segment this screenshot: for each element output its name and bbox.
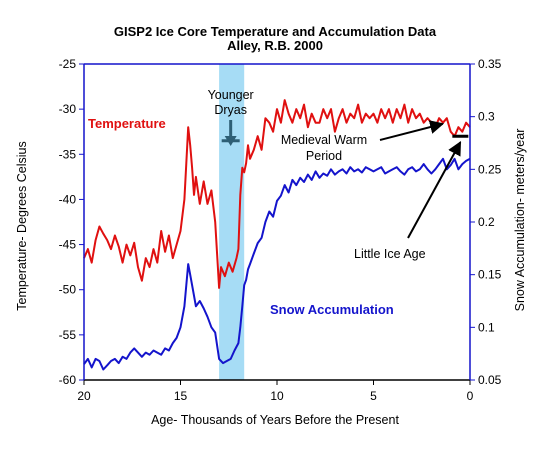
y-right-tick-label: 0.2 — [478, 215, 495, 229]
x-tick-label: 15 — [174, 389, 188, 403]
series-label-snow-accumulation: Snow Accumulation — [270, 302, 394, 317]
x-tick-label: 5 — [370, 389, 377, 403]
series-layer — [83, 99, 471, 371]
y-left-tick-label: -50 — [59, 283, 77, 297]
y-left-tick-label: -60 — [59, 373, 77, 387]
chart-title: GISP2 Ice Core Temperature and Accumulat… — [114, 24, 437, 39]
y-right-tick-label: 0.1 — [478, 320, 495, 334]
y-left-tick-label: -30 — [59, 102, 77, 116]
annotation-younger-dryas: Younger — [208, 88, 254, 102]
y-axis-label-right: Snow Accumulation- meters/year — [513, 129, 527, 312]
series-label-temperature: Temperature — [88, 116, 166, 131]
y-right-tick-label: 0.25 — [478, 162, 502, 176]
y-right-tick-label: 0.05 — [478, 373, 502, 387]
x-tick-label: 20 — [77, 389, 91, 403]
annotation-medieval-warm-period: Medieval Warm — [281, 133, 367, 147]
y-right-tick-label: 0.15 — [478, 268, 502, 282]
little-ice-age-arrow — [407, 141, 462, 239]
y-left-tick-label: -55 — [59, 328, 77, 342]
y-left-tick-label: -25 — [59, 57, 77, 71]
annotation-younger-dryas: Dryas — [214, 103, 247, 117]
annotation-medieval-warm-period: Period — [306, 149, 342, 163]
medieval-warm-period-arrow — [379, 120, 445, 141]
temperature-line — [83, 99, 471, 289]
tick-layer: 20 15 10 5 0 -25 -30 -35 -40 -45 -50 -55 -60 0.35 0.3 0… — [59, 57, 502, 403]
y-left-tick-label: -45 — [59, 238, 77, 252]
annotation-little-ice-age: Little Ice Age — [354, 247, 426, 261]
x-tick-label: 0 — [467, 389, 474, 403]
y-axis-label-left: Temperature- Degrees Celsius — [15, 141, 29, 311]
x-tick-label: 10 — [270, 389, 284, 403]
chart-subtitle: Alley, R.B. 2000 — [227, 38, 323, 53]
y-right-tick-label: 0.3 — [478, 110, 495, 124]
y-left-tick-label: -40 — [59, 192, 77, 206]
y-left-tick-label: -35 — [59, 147, 77, 161]
y-right-tick-label: 0.35 — [478, 57, 502, 71]
snow-accumulation-line — [83, 157, 471, 371]
x-axis-label: Age- Thousands of Years Before the Prese… — [151, 413, 399, 427]
